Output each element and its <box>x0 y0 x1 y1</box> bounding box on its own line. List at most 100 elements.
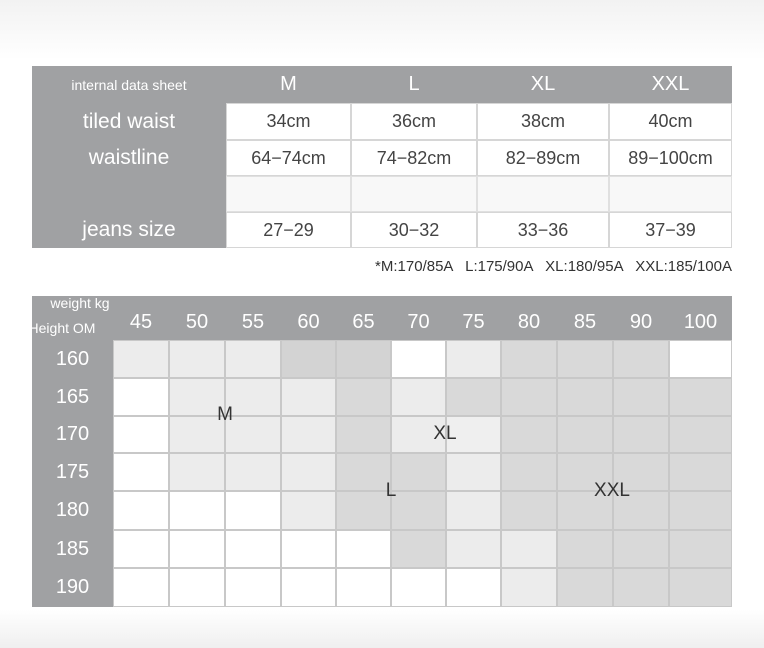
weight: 90 <box>629 310 653 333</box>
grid-cell <box>336 491 391 530</box>
grid-cell <box>225 530 281 568</box>
blurred-cell <box>226 176 351 212</box>
grid-cell <box>557 416 613 453</box>
grid-cell <box>446 530 501 568</box>
cell: 40cm <box>609 103 732 140</box>
table-header-bg <box>32 66 732 103</box>
grid-cell <box>557 453 613 491</box>
grid-cell <box>169 491 225 530</box>
grid-cell <box>336 530 391 568</box>
weight: 100 <box>683 310 718 333</box>
grid-cell <box>225 378 281 416</box>
grid-cell <box>391 416 446 453</box>
weight: 85 <box>573 310 597 333</box>
size-header: L <box>408 73 420 95</box>
cell: 82−89cm <box>477 140 609 176</box>
grid-cell <box>501 530 557 568</box>
grid-cell <box>225 453 281 491</box>
grid-cell <box>281 530 336 568</box>
grid-cell <box>501 491 557 530</box>
grid-cell <box>557 340 613 378</box>
row-label: tiled waist <box>82 109 176 133</box>
zone-label: XXL <box>594 480 630 501</box>
cell: 64−74cm <box>226 140 351 176</box>
grid-cell <box>446 491 501 530</box>
grid-cell <box>613 568 669 607</box>
height: 190 <box>55 576 90 598</box>
grid-cell <box>169 416 225 453</box>
cell: 36cm <box>351 103 477 140</box>
cell: 33−36 <box>477 212 609 248</box>
grid-cell <box>669 378 732 416</box>
cell: 38cm <box>477 103 609 140</box>
grid-cell <box>669 416 732 453</box>
cell: 37−39 <box>609 212 732 248</box>
grid-cell <box>225 568 281 607</box>
note: *M:170/85A L:175/90A XL:180/95A XXL:185/… <box>375 257 732 275</box>
grid-cell <box>281 416 336 453</box>
height: 160 <box>55 347 90 370</box>
weight: 45 <box>129 310 153 333</box>
grid-cell <box>557 568 613 607</box>
table-left-bg <box>32 103 226 248</box>
weight: 55 <box>241 310 265 333</box>
grid-cell <box>391 378 446 416</box>
weight-label: weight kg <box>50 295 110 311</box>
grid-cell <box>225 416 281 453</box>
grid-cell <box>613 340 669 378</box>
grid-cell <box>169 340 225 378</box>
grid-cell <box>557 530 613 568</box>
grid-cell <box>501 416 557 453</box>
grid-cell <box>391 491 446 530</box>
cell: 34cm <box>226 103 351 140</box>
weight: 65 <box>352 310 375 333</box>
cell: 89−100cm <box>609 140 732 176</box>
weight: 70 <box>407 310 430 333</box>
grid-cell <box>557 491 613 530</box>
height: 165 <box>55 385 90 408</box>
grid-header-bg <box>32 296 732 340</box>
height: 180 <box>55 499 90 521</box>
grid-cell <box>169 530 225 568</box>
grid-cell <box>391 568 446 607</box>
grid-cell <box>281 340 336 378</box>
zone-label: L <box>385 480 397 501</box>
grid-cell <box>613 378 669 416</box>
grid-cell <box>281 378 336 416</box>
blurred-cell <box>351 176 477 212</box>
grid-cell <box>336 453 391 491</box>
grid-cell <box>336 340 391 378</box>
grid-cell <box>391 340 446 378</box>
grid-cell <box>557 378 613 416</box>
grid-cell <box>501 340 557 378</box>
grid-cell <box>281 568 336 607</box>
grid-cell <box>446 378 501 416</box>
grid-cell <box>113 568 169 607</box>
grid-cell <box>501 378 557 416</box>
size-header: M <box>280 73 297 95</box>
grid-cell <box>391 453 446 491</box>
grid-cell <box>336 378 391 416</box>
zone-label: XL <box>433 423 457 444</box>
grid-cell <box>501 568 557 607</box>
grid-cell <box>281 491 336 530</box>
grid-cell <box>669 340 732 378</box>
grid-cell <box>613 491 669 530</box>
grid-cell <box>281 453 336 491</box>
row-label: jeans size <box>82 218 176 241</box>
grid-cell <box>391 530 446 568</box>
weight: 60 <box>297 310 320 333</box>
grid-cell <box>225 340 281 378</box>
grid-cell <box>669 568 732 607</box>
weight: 75 <box>462 310 485 333</box>
header-label: internal data sheet <box>71 76 187 93</box>
grid-left-bg <box>32 340 113 607</box>
height: 175 <box>55 460 90 483</box>
cell: 74−82cm <box>351 140 477 176</box>
grid-cell <box>169 378 225 416</box>
grid-cell <box>113 378 169 416</box>
height: 170 <box>55 423 90 445</box>
grid-cell <box>446 453 501 491</box>
cell: 27−29 <box>226 212 351 248</box>
